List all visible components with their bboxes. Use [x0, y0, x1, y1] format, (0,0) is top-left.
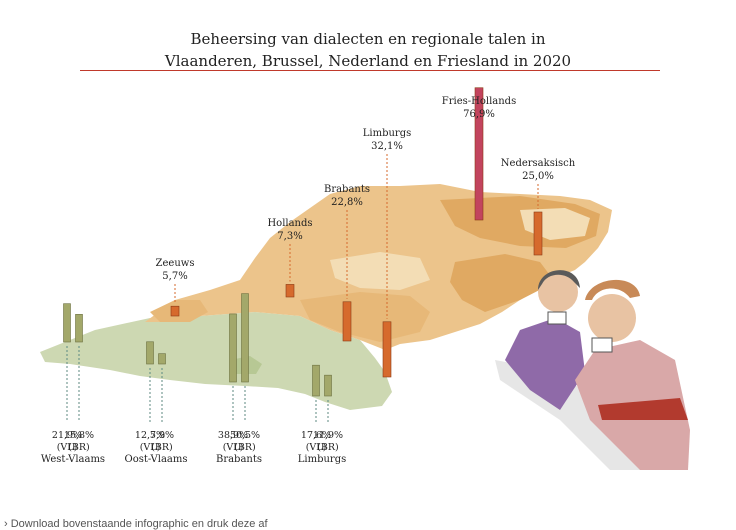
illustration-women	[495, 270, 690, 470]
label-oost-vlaams-flanders: Oost-Vlaams	[125, 454, 188, 465]
bar-fries-hollands	[474, 87, 484, 221]
label-limburgs-flanders: Limburgs	[298, 454, 346, 465]
value-brabants-br: 50,5%	[230, 430, 260, 441]
map-wadden-1	[370, 198, 398, 210]
value-oost-vlaams-br: 5,9%	[150, 430, 174, 441]
bar-limburgs-vl	[312, 364, 320, 397]
map-wadden-2	[405, 186, 442, 196]
chart-title-line-2: Vlaanderen, Brussel, Nederland en Friesl…	[164, 52, 572, 70]
value-limburgs-vl: 17,6%	[301, 430, 331, 441]
label-nedersaksisch: Nedersaksisch	[501, 158, 576, 169]
illustration-cup-right	[591, 337, 613, 353]
label-brabants-flanders: Brabants	[216, 454, 262, 465]
bar-limburgs	[382, 321, 392, 378]
chart-title-line-1: Beheersing van dialecten en regionale ta…	[190, 30, 546, 48]
value-brabants-vl: 38,9%	[218, 430, 248, 441]
value-west-vlaams-vl: 21,9%	[52, 430, 82, 441]
bar-limburgs-br	[324, 374, 332, 397]
value-brabants: 22,8%	[331, 197, 363, 208]
title-divider	[80, 70, 660, 71]
value-nedersaksisch: 25,0%	[522, 171, 554, 182]
value-hollands: 7,3%	[277, 231, 302, 242]
bar-oost-vlaams-br	[158, 353, 166, 365]
map-flanders	[40, 312, 392, 410]
value-west-vlaams-br: 15,8%	[64, 430, 94, 441]
illustration-woman-right-sleeve	[598, 398, 688, 420]
tag-west-vlaams-vl: (VL)	[57, 442, 78, 453]
bar-oost-vlaams-vl	[146, 341, 154, 365]
illustration-woman-left-hair	[538, 270, 580, 290]
tag-oost-vlaams-vl: (VL)	[140, 442, 161, 453]
label-hollands: Hollands	[267, 218, 312, 229]
bar-hollands	[285, 284, 295, 298]
chart-title: Beheersing van dialecten en regionale ta…	[0, 0, 736, 72]
tag-oost-vlaams-br: (BR)	[151, 442, 173, 453]
value-zeeuws: 5,7%	[162, 271, 187, 282]
tag-west-vlaams-br: (BR)	[68, 442, 90, 453]
bar-brabants-br	[241, 293, 249, 383]
bar-nedersaksisch	[533, 211, 543, 256]
map-region-south	[300, 292, 430, 342]
bar-zeeuws	[170, 305, 180, 317]
bar-west-vlaams-br	[75, 314, 83, 343]
value-oost-vlaams-vl: 12,7%	[135, 430, 165, 441]
label-fries-hollands: Fries-Hollands	[442, 96, 516, 107]
illustration-cup-left	[547, 311, 567, 325]
illustration-woman-right-head	[588, 294, 636, 342]
tag-limburgs-vl: (VL)	[306, 442, 327, 453]
illustration-woman-right-hat	[585, 279, 640, 300]
illustration-woman-left-body	[505, 318, 585, 410]
label-west-vlaams-flanders: West-Vlaams	[41, 454, 105, 465]
value-fries-hollands: 76,9%	[463, 109, 495, 120]
bar-west-vlaams-vl	[63, 303, 71, 343]
tag-brabants-vl: (VL)	[223, 442, 244, 453]
illustration-woman-left-head	[538, 272, 578, 312]
value-limburgs: 32,1%	[371, 141, 403, 152]
map-region-light-1	[330, 252, 430, 290]
map	[40, 184, 612, 410]
bar-brabants-vl	[229, 313, 237, 383]
bar-brabants	[342, 301, 352, 342]
download-footer-link[interactable]: › Download bovenstaande infographic en d…	[4, 518, 268, 530]
label-zeeuws: Zeeuws	[156, 258, 195, 269]
map-region-east	[450, 254, 555, 312]
tag-limburgs-br: (BR)	[317, 442, 339, 453]
tag-brabants-br: (BR)	[234, 442, 256, 453]
value-limburgs-br: 11,9%	[313, 430, 343, 441]
label-brabants: Brabants	[324, 184, 370, 195]
label-limburgs: Limburgs	[363, 128, 411, 139]
